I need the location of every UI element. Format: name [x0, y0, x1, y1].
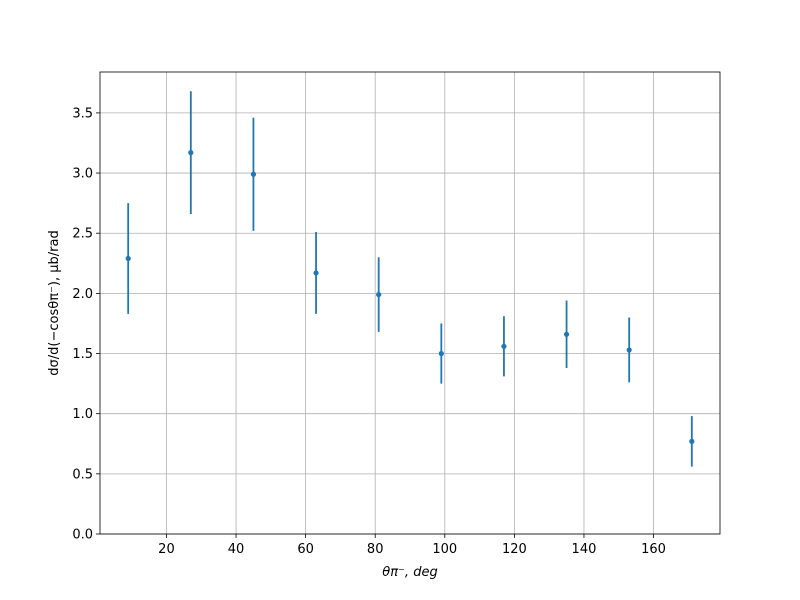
- x-tick-label: 20: [158, 542, 175, 557]
- y-axis-label: dσ/d(−cosθπ⁻), μb/rad: [47, 230, 62, 375]
- y-tick-label: 2.5: [72, 227, 93, 242]
- data-point: [250, 171, 257, 177]
- data-point: [313, 270, 319, 276]
- y-tick-label: 0.5: [72, 467, 93, 482]
- y-tick-label: 3.5: [72, 106, 93, 121]
- data-point: [438, 350, 444, 357]
- x-tick-label: 80: [367, 542, 384, 557]
- y-tick-label: 2.0: [72, 287, 93, 302]
- data-point: [188, 150, 194, 156]
- y-tick-label: 3.0: [72, 167, 93, 182]
- x-tick-label: 100: [432, 542, 457, 557]
- x-tick-label: 120: [502, 542, 527, 557]
- data-point: [626, 347, 632, 353]
- y-tick-label: 1.0: [72, 407, 93, 422]
- data-point: [376, 291, 382, 298]
- data-point: [563, 331, 570, 337]
- x-tick-label: 60: [297, 542, 314, 557]
- x-tick-label: 140: [572, 542, 597, 557]
- x-axis-label: θπ⁻, deg: [382, 565, 437, 580]
- data-point: [689, 438, 695, 444]
- x-tick-label: 40: [228, 542, 245, 557]
- y-tick-label: 1.5: [72, 347, 93, 362]
- y-tick-label: 0.0: [72, 528, 93, 543]
- x-tick-label: 160: [641, 542, 666, 557]
- plot-frame: [99, 71, 721, 535]
- data-point: [125, 255, 131, 262]
- data-point: [501, 343, 507, 349]
